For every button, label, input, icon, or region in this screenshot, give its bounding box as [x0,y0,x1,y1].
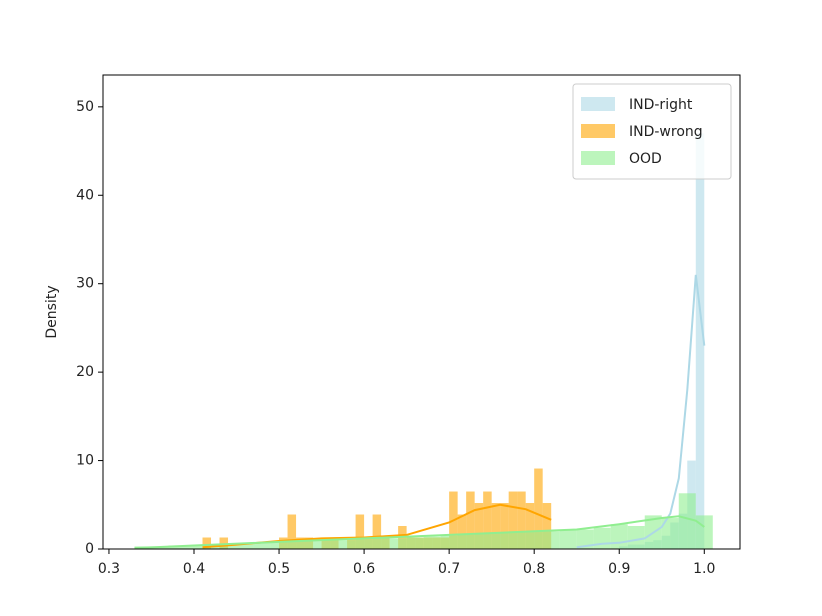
histogram-bar [695,133,705,550]
histogram-bar [517,491,526,549]
histogram-bar [202,537,212,549]
histogram-bar [338,540,356,549]
histogram-bar [491,503,501,549]
histogram-bar [219,543,237,549]
histogram-bar [287,514,297,549]
legend-swatch [581,124,615,138]
histogram-bar [185,545,203,549]
histogram-bar [321,540,339,549]
legend-label: OOD [629,151,662,167]
histogram-bar [593,527,611,549]
histogram-bar [525,531,543,549]
histogram-bar [253,542,271,549]
legend-swatch [581,151,615,165]
histogram-bar [508,491,518,549]
histogram-bar [406,537,424,549]
histogram-bar [474,503,484,549]
y-tick-label: 20 [76,364,94,380]
histogram-bar [457,514,467,549]
y-tick-label: 0 [85,541,94,557]
kde-line [576,274,706,549]
x-tick-label: 0.3 [98,561,120,577]
histogram-bar [610,524,628,549]
histogram-bar [355,514,365,549]
histogram-bar [287,541,305,549]
histogram-bar [372,538,390,549]
histogram-bar [304,541,322,549]
x-tick-label: 0.7 [438,561,460,577]
x-tick-label: 0.9 [608,561,630,577]
histogram-bar [678,493,696,549]
y-tick-label: 50 [76,99,94,115]
histogram-bar [576,529,594,549]
histogram-bar [423,536,441,549]
histogram-bar [483,491,492,549]
histogram-bar [474,533,492,549]
legend-label: IND-right [629,97,693,113]
y-axis-label: Density [44,285,60,338]
histogram-bar [491,533,509,549]
histogram-bar [542,531,560,549]
histogram-bar [525,503,535,549]
x-tick-label: 0.5 [268,561,290,577]
histogram-bar [440,535,458,549]
histogram-bar [466,491,475,549]
histogram-bar [372,514,382,549]
x-tick-label: 0.8 [523,561,545,577]
histogram-bar [534,468,543,549]
y-tick-label: 30 [76,276,94,292]
histogram-bar [500,503,509,549]
x-tick-label: 0.4 [183,561,205,577]
y-tick-label: 10 [76,453,94,469]
histogram-bar [389,538,407,549]
kde-line [134,515,705,550]
legend-swatch [581,97,615,111]
histogram-bar [542,503,552,549]
histogram-bar [236,543,254,549]
histogram-bar [457,534,475,549]
histogram-bar [627,526,645,549]
legend: IND-right IND-wrong OOD [572,83,732,180]
x-tick-label: 0.6 [353,561,375,577]
legend-label: IND-wrong [629,124,703,140]
histogram-bar [270,541,288,549]
y-tick-label: 40 [76,187,94,203]
plot-frame [102,74,741,550]
histogram-bar [661,518,679,549]
histogram-bar [355,539,373,549]
x-tick-label: 1.0 [693,561,715,577]
histogram-bar [695,515,713,549]
histogram-bar [508,532,526,549]
histogram-bar [559,530,577,549]
